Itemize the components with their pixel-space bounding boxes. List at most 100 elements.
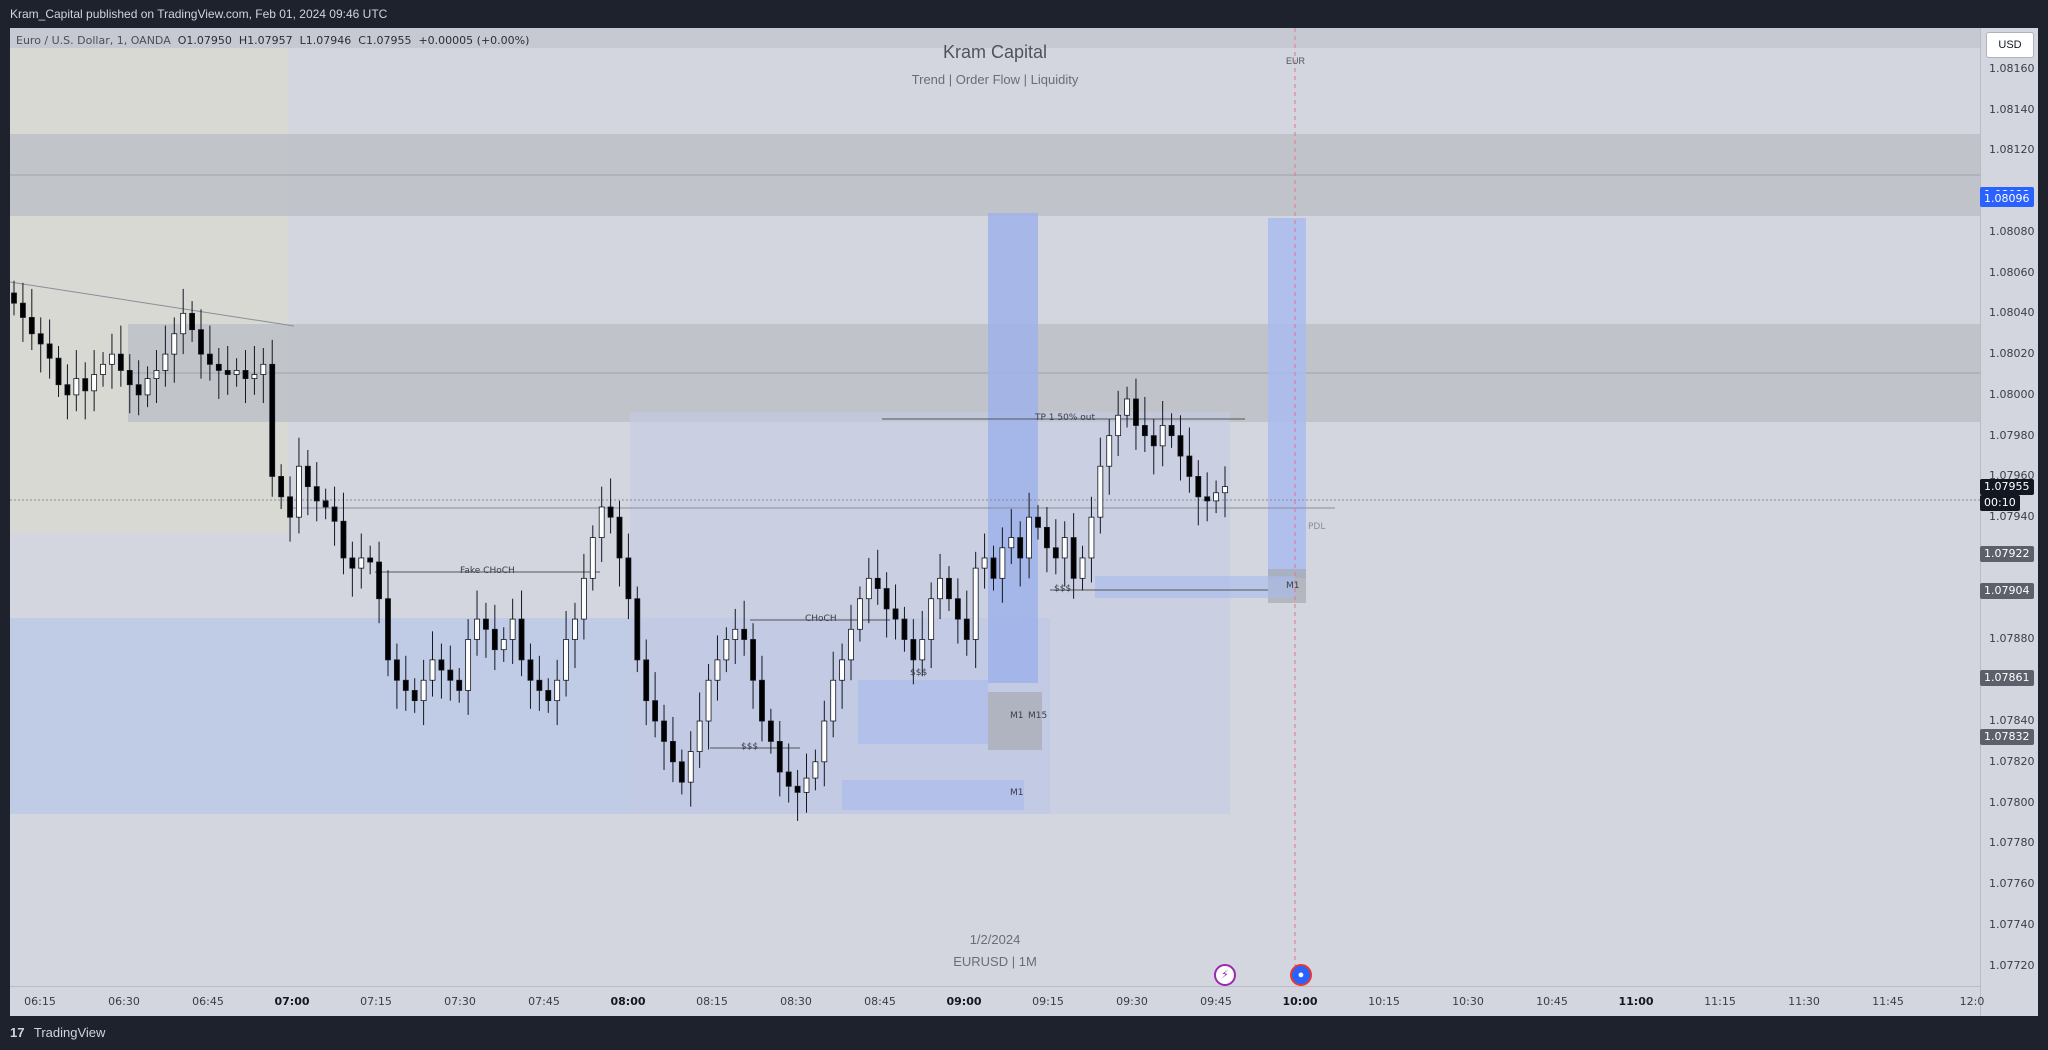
time-tick: 06:30 [108, 995, 140, 1008]
candle-body [874, 577, 881, 589]
candle-body [607, 506, 614, 518]
candle-body [634, 598, 641, 661]
candle-body [687, 751, 694, 783]
candle-body [732, 628, 739, 640]
price-tick: 1.08140 [1989, 102, 2035, 116]
candle-body [20, 302, 26, 318]
candle-body [438, 659, 445, 671]
candle-body [385, 598, 391, 661]
footer: 17 TradingView [0, 1016, 2048, 1050]
chart-frame[interactable]: Euro / U.S. Dollar, 1, OANDA O1.07950 H1… [10, 28, 2038, 1016]
candle-body [563, 639, 569, 681]
candle-body [678, 761, 685, 783]
price-tick: 1.07760 [1989, 877, 2035, 891]
candlestick-chart[interactable] [10, 28, 1980, 986]
price-tick: 1.07840 [1989, 714, 2035, 728]
candle-body [91, 374, 98, 392]
candle-body [1150, 435, 1157, 447]
candle-body [331, 506, 338, 522]
candle-body [1079, 557, 1086, 579]
candle-body [999, 547, 1006, 579]
flag-icon[interactable]: ● [1290, 964, 1312, 986]
candle-body [580, 577, 587, 620]
candle-body [598, 506, 605, 538]
currency-button[interactable]: USD [1986, 32, 2034, 58]
candle-body [1070, 537, 1077, 579]
candle-body [358, 557, 365, 569]
candle-body [1133, 398, 1139, 426]
candle-body [821, 720, 828, 763]
candle-body [1204, 496, 1211, 502]
candle-body [162, 353, 169, 371]
candle-body [322, 500, 329, 508]
published-header: Kram_Capital published on TradingView.co… [0, 0, 2048, 28]
brand-subtitle: Trend | Order Flow | Liquidity [911, 72, 1079, 87]
currency-label: EUR [1286, 56, 1306, 66]
candle-body [803, 777, 810, 793]
chart-plot-area[interactable]: Euro / U.S. Dollar, 1, OANDA O1.07950 H1… [10, 28, 1980, 986]
time-axis[interactable]: 06:15 06:30 06:45 07:00 07:15 07:30 07:45 08:00… [10, 986, 1984, 1016]
candle-body [643, 659, 650, 702]
candle-body [55, 357, 62, 386]
price-tick: 1.07720 [1989, 958, 2035, 972]
candle-body [518, 618, 525, 661]
lightning-icon[interactable]: ⚡ [1214, 964, 1236, 986]
candle-body [82, 378, 89, 392]
candle-body [785, 771, 792, 787]
annotation-liquidity-3: $$$ [1054, 584, 1072, 594]
price-tick: 1.08040 [1989, 306, 2035, 320]
legend-high: H1.07957 [238, 34, 293, 47]
candle-body [527, 659, 534, 681]
price-tick: 1.08000 [1989, 387, 2035, 401]
candle-body [296, 465, 302, 518]
candle-body [64, 384, 71, 396]
candle-body [954, 598, 961, 620]
price-tick: 1.08120 [1989, 143, 2035, 157]
time-tick: 09:15 [1032, 995, 1064, 1008]
candle-body [794, 785, 801, 793]
candle-body [759, 679, 765, 722]
ohlc-legend: Euro / U.S. Dollar, 1, OANDA O1.07950 H1… [16, 34, 529, 47]
time-tick: 07:45 [528, 995, 560, 1008]
time-tick: 07:00 [274, 995, 310, 1008]
annotation-liquidity-1: $$$ [741, 742, 759, 752]
candle-body [1017, 537, 1024, 559]
candle-body [349, 557, 356, 569]
m1-box-c [842, 780, 1024, 810]
candle-body [11, 292, 17, 304]
candle-body [73, 378, 80, 396]
time-tick: 12:0 [1959, 995, 1985, 1008]
candle-body [447, 669, 454, 681]
candle-body [367, 557, 374, 563]
price-tick: 1.08020 [1989, 347, 2035, 361]
candle-body [1195, 476, 1202, 498]
candle-body [215, 363, 222, 371]
time-tick: 08:00 [610, 995, 646, 1008]
candle-body [767, 720, 774, 742]
candle-body [1141, 425, 1148, 437]
candle-body [509, 618, 516, 640]
time-tick: 10:30 [1452, 995, 1484, 1008]
legend-open: O1.07950 [177, 34, 232, 47]
annotation-pdl: PDL [1308, 522, 1326, 532]
candle-body [892, 608, 899, 620]
price-axis[interactable]: 1.08160 1.08140 1.08120 1.08080 1.08060 1.080… [1980, 28, 2038, 1016]
price-tick: 1.07880 [1989, 632, 2035, 646]
time-tick: 10:00 [1282, 995, 1318, 1008]
target-column [1268, 218, 1306, 578]
candle-body [714, 659, 721, 681]
candle-body [153, 370, 160, 379]
candle-body [536, 679, 543, 691]
candle-body [776, 741, 783, 773]
candle-body [963, 618, 970, 640]
time-tick: 11:45 [1872, 995, 1904, 1008]
candle-body [705, 679, 712, 722]
candle-body [278, 476, 285, 498]
candle-body [910, 639, 917, 661]
candle-body [465, 639, 472, 691]
candle-body [1106, 435, 1113, 467]
candle-body [572, 618, 578, 640]
candle-body [661, 720, 667, 742]
candle-body [1035, 516, 1041, 528]
candle-body [830, 679, 837, 722]
